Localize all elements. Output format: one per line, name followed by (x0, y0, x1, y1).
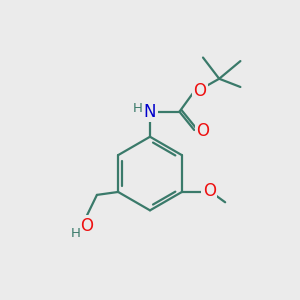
Text: N: N (144, 103, 156, 121)
Text: O: O (196, 122, 209, 140)
Text: O: O (194, 82, 207, 100)
Text: O: O (80, 217, 93, 235)
Text: H: H (133, 102, 142, 115)
Text: O: O (203, 182, 216, 200)
Text: H: H (70, 227, 80, 240)
